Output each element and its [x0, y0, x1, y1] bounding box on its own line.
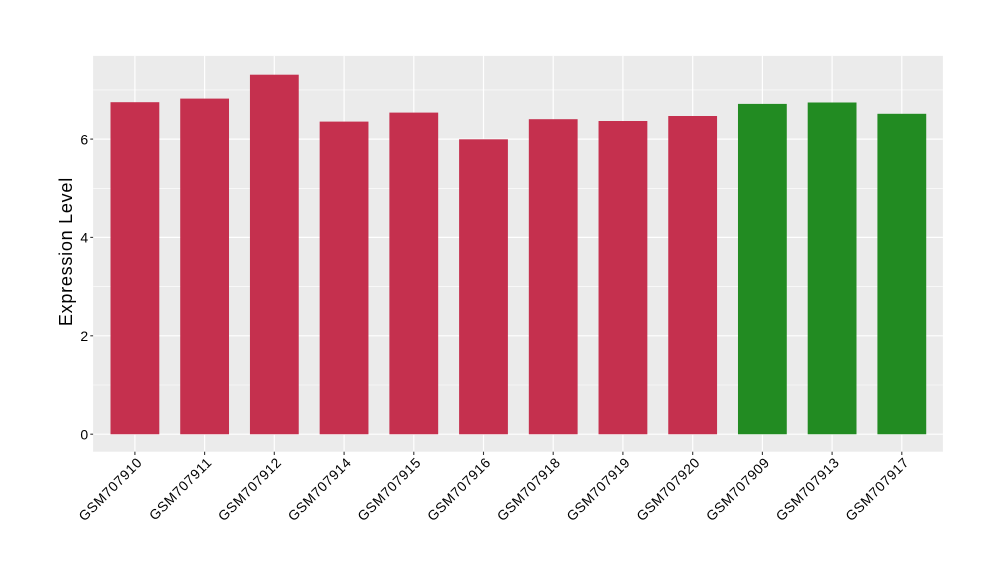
svg-text:0: 0: [80, 426, 88, 442]
svg-text:Expression Level: Expression Level: [56, 177, 76, 326]
svg-text:2: 2: [80, 328, 88, 344]
svg-text:6: 6: [80, 131, 88, 147]
svg-text:4: 4: [80, 230, 88, 246]
